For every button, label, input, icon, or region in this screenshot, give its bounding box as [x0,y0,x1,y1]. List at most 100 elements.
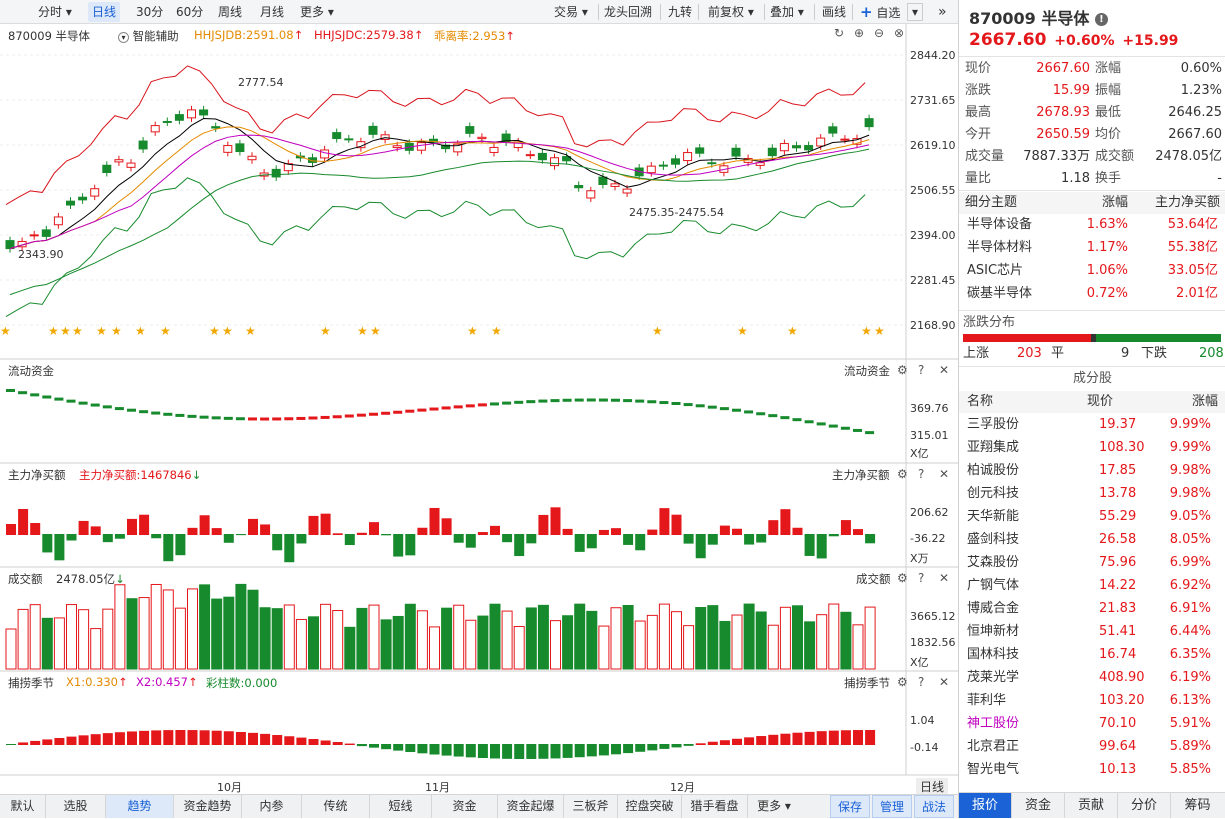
gear-icon[interactable]: ⚙ [897,675,908,689]
component-row[interactable]: 盛剑科技 26.58 8.05% [967,532,1211,547]
tab-price-distribution[interactable]: 分价 [1118,793,1171,818]
tab-three-axes[interactable]: 三板斧 [564,795,618,818]
netbuy-bar [550,507,561,535]
tab-monthly[interactable]: 月线 [260,5,285,19]
tab-insider[interactable]: 内参 [242,795,302,818]
component-row[interactable]: 天华新能 55.29 9.05% [967,509,1211,524]
field-value: - [1217,171,1222,186]
component-row[interactable]: 广钢气体 14.22 6.92% [967,578,1211,593]
close-icon[interactable]: ✕ [939,467,950,481]
component-row[interactable]: 智光电气 10.13 5.85% [967,762,1211,777]
manage-button[interactable]: 管理 [872,795,912,818]
period-indicator[interactable]: 日线 [916,778,949,795]
tab-stock-pick[interactable]: 选股 [46,795,106,818]
flow-panel-right-title: 流动资金 [844,364,890,378]
high-price-marker: 2777.54 [238,76,284,89]
season-bar [853,730,863,745]
gear-icon[interactable]: ⚙ [897,363,908,377]
component-row[interactable]: 恒坤新材 51.41 6.44% [967,624,1211,639]
tab-fund[interactable]: 资金 [1012,793,1065,818]
zoom-out-icon[interactable]: ⊖ [874,26,885,40]
field-value: 2667.60 [1036,61,1090,76]
quote-row: 最高 2678.93 最低 2646.25 [959,102,1225,124]
season-bar [586,744,597,757]
help-icon[interactable]: ? [918,363,925,377]
component-row[interactable]: 神工股份 70.10 5.91% [967,716,1211,731]
tab-fund[interactable]: 资金 [432,795,498,818]
tab-quote[interactable]: 报价 [959,793,1012,818]
component-row[interactable]: 北京君正 99.64 5.89% [967,739,1211,754]
netbuy-bar [151,534,162,539]
draw-line-button[interactable]: 画线 [822,5,847,19]
trade-button[interactable]: 交易 ▾ [554,5,588,19]
close-icon[interactable]: ✕ [939,571,950,585]
component-row[interactable]: 菲利华 103.20 6.13% [967,693,1211,708]
tab-60min[interactable]: 60分 [176,5,204,19]
close-icon[interactable]: ⊗ [894,26,905,40]
netbuy-bar [804,534,815,556]
close-icon[interactable]: ✕ [939,675,950,689]
tab-30min[interactable]: 30分 [136,5,164,19]
help-icon[interactable]: ? [918,675,925,689]
close-icon[interactable]: ✕ [939,363,950,377]
leader-review-button[interactable]: 龙头回溯 [604,5,653,19]
gear-icon[interactable]: ⚙ [897,571,908,585]
quote-panel: 870009 半导体 ! 2667.60 +0.60% +15.99 现价 26… [958,0,1225,818]
tab-traditional[interactable]: 传统 [302,795,370,818]
component-row[interactable]: 创元科技 13.78 9.98% [967,486,1211,501]
tab-daily[interactable]: 日线 [88,2,121,22]
add-watchlist-button[interactable]: + 自选 [860,3,901,21]
netbuy-bar [42,534,53,553]
nine-turn-button[interactable]: 九转 [668,5,693,19]
volume-unit: X亿 [910,656,929,669]
field-value: 0.60% [1180,61,1222,76]
tab-trend[interactable]: 趋势 [106,795,174,818]
collapse-icon[interactable]: ▾ [907,3,924,21]
overlay-select[interactable]: 叠加 ▾ [770,5,804,19]
tab-intraday[interactable]: 分时 ▾ [38,5,72,19]
flow-tick: 369.76 [910,402,949,415]
tab-contribution[interactable]: 贡献 [1065,793,1118,818]
price-tick: 2281.45 [910,274,956,287]
tab-hunter[interactable]: 猎手看盘 [682,795,748,818]
kline-chart-area[interactable]: ★ ★ ★ ★ ★ ★ ★ ★ ★ ★ ★ ★ ★ ★ ★ ★ ★ ★ ★ ★ ★ 870009 半导体 ▾ 智能辅助 … [0,24,958,795]
component-row[interactable]: 三孚股份 19.37 9.99% [967,417,1211,432]
theme-row[interactable]: ASIC芯片 1.06% 33.05亿 [967,263,1218,278]
flow-unit: X亿 [910,447,929,460]
range-marker: 2475.35-2475.54 [629,206,724,219]
info-icon[interactable]: ! [1094,13,1108,26]
flow-bar [429,407,439,411]
help-icon[interactable]: ? [918,467,925,481]
adjust-select[interactable]: 前复权 ▾ [708,5,754,19]
tab-chips[interactable]: 筹码 [1184,798,1211,813]
zoom-in-icon[interactable]: ⊕ [854,26,865,40]
flow-bar [586,398,596,402]
tab-fund-trend[interactable]: 资金趋势 [174,795,242,818]
tab-default[interactable]: 默认 [0,795,46,818]
component-row[interactable]: 艾森股份 75.96 6.99% [967,555,1211,570]
component-row[interactable]: 柏诚股份 17.85 9.98% [967,463,1211,478]
tab-control-breakout[interactable]: 控盘突破 [618,795,682,818]
save-button[interactable]: 保存 [830,795,870,818]
netbuy-bar [683,534,694,544]
theme-row[interactable]: 半导体设备 1.63% 53.64亿 [967,217,1218,232]
theme-row[interactable]: 碳基半导体 0.72% 2.01亿 [967,286,1218,301]
chevron-right-icon[interactable]: » [938,4,947,20]
volume-bar [465,619,477,670]
refresh-icon[interactable]: ↻ [834,26,845,40]
tab-more[interactable]: 更多 ▾ [757,799,791,813]
flow-bar [272,417,282,421]
tab-weekly[interactable]: 周线 [218,5,243,19]
component-row[interactable]: 亚翔集成 108.30 9.99% [967,440,1211,455]
gear-icon[interactable]: ⚙ [897,467,908,481]
strategy-button[interactable]: 战法 [914,795,954,818]
tab-more[interactable]: 更多 ▾ [300,5,334,19]
tab-fund-burst[interactable]: 资金起爆 [498,795,564,818]
component-row[interactable]: 茂莱光学 408.90 6.19% [967,670,1211,685]
theme-row[interactable]: 半导体材料 1.17% 55.38亿 [967,240,1218,255]
tab-short-term[interactable]: 短线 [370,795,432,818]
component-row[interactable]: 博威合金 21.83 6.91% [967,601,1211,616]
component-row[interactable]: 国林科技 16.74 6.35% [967,647,1211,662]
help-icon[interactable]: ? [918,571,925,585]
smart-assist-toggle[interactable]: ▾ 智能辅助 [118,28,179,44]
